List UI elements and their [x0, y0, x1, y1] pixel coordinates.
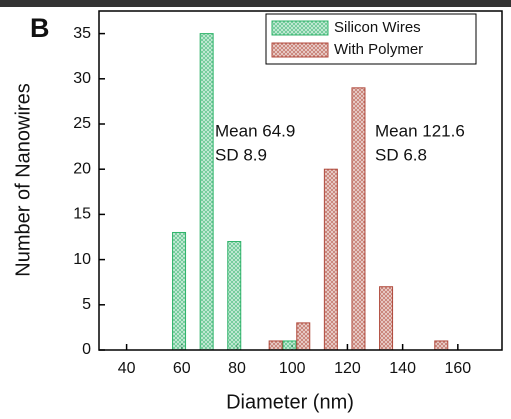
y-tick-label: 0 [82, 341, 91, 358]
legend-label: Silicon Wires [334, 19, 421, 36]
bar [227, 241, 242, 351]
y-axis-label: Number of Nanowires [12, 83, 34, 276]
bar [351, 87, 366, 351]
bar [296, 322, 311, 351]
y-tick-label: 25 [73, 115, 91, 132]
y-tick-label: 5 [82, 296, 91, 313]
x-tick-label: 140 [389, 360, 416, 377]
bar [434, 340, 449, 351]
legend-label: With Polymer [334, 41, 423, 58]
y-tick-label: 35 [73, 25, 91, 42]
y-tick-label: 10 [73, 251, 91, 268]
x-tick-label: 100 [279, 360, 306, 377]
panel-label: B [30, 13, 50, 43]
annotation: Mean 121.6 [375, 121, 465, 140]
annotation: SD 6.8 [375, 145, 427, 164]
x-tick-label: 40 [118, 360, 136, 377]
x-axis-label: Diameter (nm) [226, 391, 354, 413]
legend-swatch [271, 42, 329, 58]
bar [323, 168, 338, 351]
x-tick-label: 60 [173, 360, 191, 377]
y-tick-label: 20 [73, 160, 91, 177]
legend-swatch [271, 20, 329, 36]
y-tick-label: 15 [73, 206, 91, 223]
bar [379, 286, 394, 351]
annotation: SD 8.9 [215, 145, 267, 164]
plot-frame [98, 10, 503, 351]
annotation: Mean 64.9 [215, 121, 295, 140]
bar [172, 231, 187, 351]
x-tick-label: 80 [228, 360, 246, 377]
bar [199, 33, 214, 351]
bar [268, 340, 283, 351]
photo-edge [0, 0, 511, 7]
x-tick-label: 120 [334, 360, 361, 377]
x-tick-label: 160 [444, 360, 471, 377]
y-tick-label: 30 [73, 70, 91, 87]
bar [282, 340, 297, 351]
